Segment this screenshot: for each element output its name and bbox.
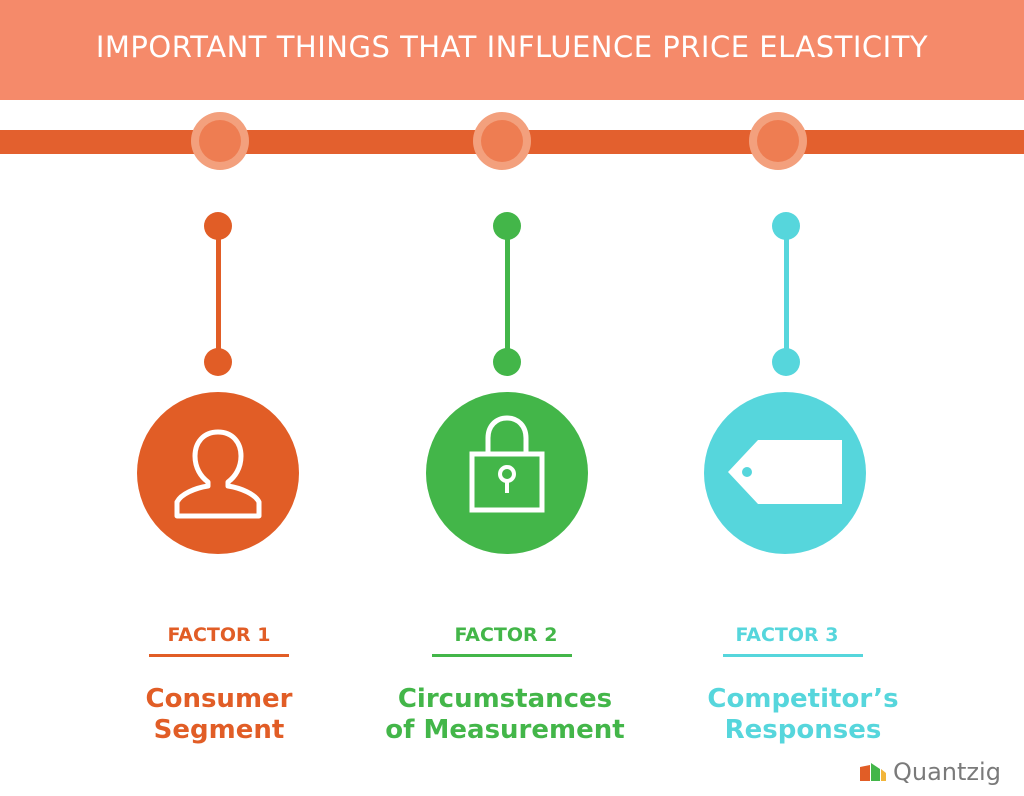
connector-stem-1 [216,236,221,354]
factor-3-underline [723,654,863,657]
timeline-knob-1 [191,112,249,170]
logo-text: Quantzig [893,758,1001,786]
price-tag-icon [728,440,842,504]
quantzig-logo-icon [860,763,886,781]
timeline-knob-2 [473,112,531,170]
connector-bottom-dot-2 [493,348,521,376]
connector-bottom-dot-3 [772,348,800,376]
factor-3-label: FACTOR 3 [735,624,839,646]
factor-1-title-line1: Consumer [145,684,293,714]
factor-3-title-line1: Competitor’s [707,684,899,714]
padlock-icon [469,415,545,513]
factor-1-title: Consumer Segment [79,684,359,746]
factor-1-label: FACTOR 1 [167,624,271,646]
factor-3-title: Competitor’s Responses [663,684,943,746]
title-banner: IMPORTANT THINGS THAT INFLUENCE PRICE EL… [0,0,1024,100]
quantzig-logo: Quantzig [858,758,1001,786]
factor-2-title: Circumstances of Measurement [365,684,645,746]
factor-1-circle [137,392,299,554]
person-icon [174,429,262,519]
timeline-knob-3 [749,112,807,170]
factor-3-circle [704,392,866,554]
factor-2-title-line2: of Measurement [385,715,625,745]
factor-2-title-line1: Circumstances [397,684,613,714]
factor-3-title-line2: Responses [724,715,882,745]
connector-top-dot-1 [204,212,232,240]
factor-1-title-line2: Segment [153,715,285,745]
factor-2-label: FACTOR 2 [454,624,558,646]
connector-bottom-dot-1 [204,348,232,376]
connector-stem-3 [784,236,789,354]
connector-stem-2 [505,236,510,354]
page-title: IMPORTANT THINGS THAT INFLUENCE PRICE EL… [95,30,929,64]
factor-2-circle [426,392,588,554]
connector-top-dot-3 [772,212,800,240]
factor-1-underline [149,654,289,657]
factor-2-underline [432,654,572,657]
connector-top-dot-2 [493,212,521,240]
